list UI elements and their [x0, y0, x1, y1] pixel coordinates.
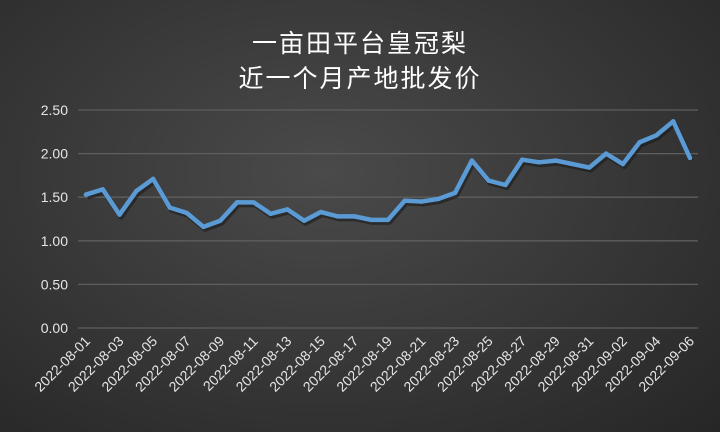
data-point	[654, 133, 659, 138]
data-point	[318, 209, 324, 215]
y-tick-label: 0.50	[41, 276, 68, 292]
data-point	[134, 188, 139, 194]
data-point	[469, 158, 475, 163]
data-point	[503, 182, 508, 188]
data-point	[436, 196, 441, 202]
data-point	[352, 214, 357, 219]
data-point	[117, 212, 122, 217]
data-point	[83, 192, 89, 197]
data-point	[687, 155, 693, 161]
data-point	[419, 199, 424, 204]
data-point	[486, 178, 491, 183]
data-point	[385, 217, 391, 223]
data-point	[369, 217, 374, 223]
data-point	[234, 200, 240, 205]
data-point	[167, 205, 173, 210]
y-tick-label: 2.50	[41, 102, 68, 118]
data-point	[620, 161, 626, 167]
data-point	[402, 198, 407, 203]
data-point	[201, 224, 206, 230]
data-point	[301, 218, 307, 223]
y-tick-label: 2.00	[41, 146, 68, 162]
data-point	[218, 218, 223, 223]
y-tick-label: 1.50	[41, 189, 68, 205]
data-point	[184, 210, 189, 216]
data-point	[452, 190, 458, 196]
data-point	[520, 157, 525, 162]
data-point	[587, 165, 592, 170]
chart-title-line-2: 近一个月产地批发价	[238, 64, 482, 93]
data-point	[335, 214, 340, 219]
y-tick-label: 0.00	[41, 320, 68, 336]
data-point	[285, 207, 290, 212]
chart-title-line-1: 一亩田平台皇冠梨	[251, 29, 468, 58]
series-line-shadow	[86, 121, 694, 232]
data-point	[570, 161, 575, 167]
data-point	[100, 187, 105, 192]
series-line	[83, 119, 693, 230]
data-point	[637, 140, 642, 145]
data-point	[268, 211, 273, 216]
data-point	[251, 200, 256, 205]
data-point	[671, 119, 676, 124]
data-point	[553, 158, 558, 163]
data-point	[536, 160, 542, 165]
y-tick-label: 1.00	[41, 233, 68, 249]
data-point	[150, 176, 156, 182]
data-point	[603, 151, 609, 156]
